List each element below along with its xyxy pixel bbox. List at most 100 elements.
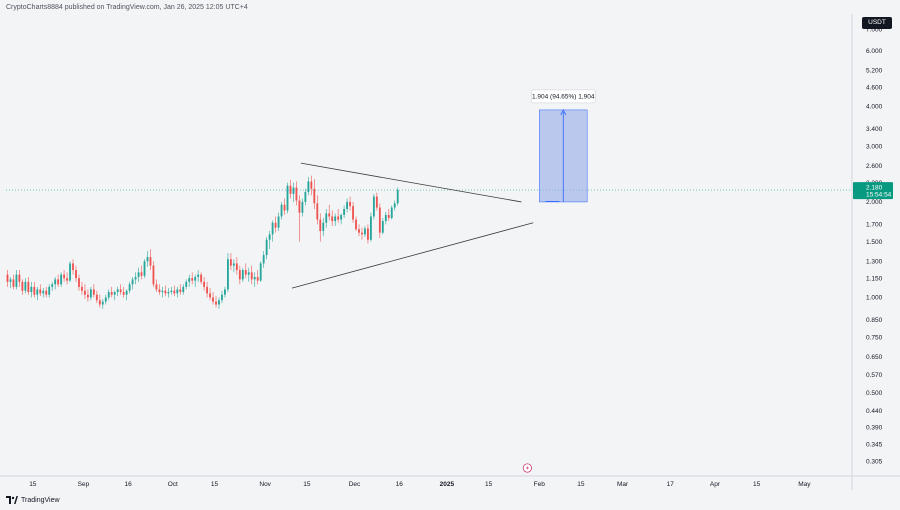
candle-body	[161, 290, 164, 293]
time-tick-label: 16	[396, 481, 404, 488]
candle-body	[307, 181, 310, 192]
price-tick-label: 0.440	[866, 408, 883, 415]
price-tick-label: 0.650	[866, 354, 883, 361]
measure-arrow-head-icon	[560, 109, 567, 116]
candle-body	[343, 209, 346, 215]
candle-body	[101, 301, 104, 305]
candle-body	[81, 286, 83, 291]
candle-body	[78, 278, 80, 287]
candle-body	[9, 279, 12, 282]
candle-body	[265, 239, 268, 256]
candle-body	[119, 289, 122, 293]
candle-body	[92, 289, 95, 295]
candle-body	[140, 272, 143, 276]
candle-body	[128, 284, 131, 291]
time-tick-label: 17	[667, 481, 675, 488]
candle-body	[21, 281, 24, 291]
price-chart[interactable]: 7.000 6.000 5.200 4.600 4.000 3.400 3.000 2.600…	[0, 14, 900, 490]
candle-body	[98, 300, 101, 305]
candle-body	[122, 292, 125, 295]
candle-body	[179, 289, 182, 293]
price-tick-label: 4.600	[866, 84, 883, 91]
candle-body	[372, 196, 375, 217]
last-price-tag[interactable]	[853, 182, 893, 200]
candle-body	[295, 187, 298, 201]
price-tick-label: 1.500	[866, 239, 883, 246]
candle-body	[39, 289, 42, 294]
candle-body	[149, 257, 152, 266]
candle-body	[84, 290, 86, 295]
candle-body	[292, 187, 295, 194]
candle-body	[358, 229, 360, 233]
candle-body	[340, 214, 343, 220]
candle-body	[221, 294, 223, 301]
measure-label: 1.904 (94.65%) 1,904	[532, 93, 595, 100]
tradingview-logo-icon	[6, 496, 18, 504]
candle-body	[134, 276, 137, 280]
price-tick-label: 6.000	[866, 48, 883, 55]
time-tick-label: Nov	[259, 481, 271, 488]
candle-body	[250, 272, 253, 280]
candle-body	[212, 297, 214, 302]
candle-body	[352, 206, 354, 220]
candle-body	[188, 278, 191, 282]
trendline-lower[interactable]	[291, 222, 534, 289]
candle-body	[396, 190, 399, 204]
price-tick-label: 0.390	[866, 424, 883, 431]
price-tick-label: 0.570	[866, 372, 883, 379]
candle-body	[167, 292, 170, 294]
candle-body	[182, 286, 185, 293]
candle-body	[158, 289, 161, 293]
candle-body	[60, 274, 63, 285]
price-tick-label: 0.500	[866, 390, 883, 397]
tradingview-footer[interactable]: TradingView	[6, 496, 60, 504]
candle-body	[361, 232, 363, 235]
last-price-value: 2.180	[866, 184, 883, 191]
time-tick-label: 15	[303, 481, 311, 488]
time-tick-label: 15	[577, 481, 585, 488]
candle-body	[331, 216, 334, 222]
candle-body	[107, 292, 110, 298]
candle-body	[27, 281, 30, 293]
price-tick-label: 2.600	[866, 163, 883, 170]
candle-body	[286, 185, 289, 211]
candle-body	[393, 203, 396, 208]
time-tick-label: 15	[485, 481, 493, 488]
time-tick-label: Oct	[168, 481, 178, 488]
candle-body	[256, 276, 259, 281]
candle-body	[238, 270, 241, 280]
candle-body	[209, 293, 211, 298]
candle-body	[227, 259, 229, 290]
time-tick-label: Apr	[710, 481, 721, 488]
candle-body	[12, 279, 15, 287]
trendline-upper[interactable]	[300, 162, 522, 203]
candle-body	[48, 286, 51, 295]
candle-body	[229, 259, 232, 266]
candle-body	[325, 213, 328, 223]
price-tick-label: 0.750	[866, 334, 883, 341]
chart-svg[interactable]: 7.000 6.000 5.200 4.600 4.000 3.400 3.000 2.600…	[0, 14, 900, 490]
candle-body	[322, 222, 325, 231]
currency-badge[interactable]: USDT	[862, 17, 892, 29]
candle-body	[51, 284, 54, 287]
price-tick-label: 1.000	[866, 295, 883, 302]
candle-body	[116, 289, 119, 293]
candle-body	[185, 281, 188, 287]
time-tick-label: Sep	[78, 481, 90, 488]
candle-body	[191, 278, 194, 281]
candle-body	[206, 286, 208, 294]
time-tick-label: 15	[211, 481, 219, 488]
candle-body	[280, 204, 283, 217]
time-tick-label: 15	[29, 481, 37, 488]
time-tick-label: Mar	[617, 481, 629, 488]
time-tick-label: 16	[125, 481, 133, 488]
candle-body	[104, 297, 107, 302]
candle-body	[224, 289, 226, 295]
time-tick-label: May	[798, 481, 811, 488]
candle-body	[36, 289, 39, 295]
candle-countdown: 15:54:54	[866, 192, 892, 199]
candle-body	[369, 216, 372, 240]
candle-body	[247, 272, 250, 275]
price-tick-label: 1.700	[866, 222, 883, 229]
candle-body	[375, 196, 378, 208]
